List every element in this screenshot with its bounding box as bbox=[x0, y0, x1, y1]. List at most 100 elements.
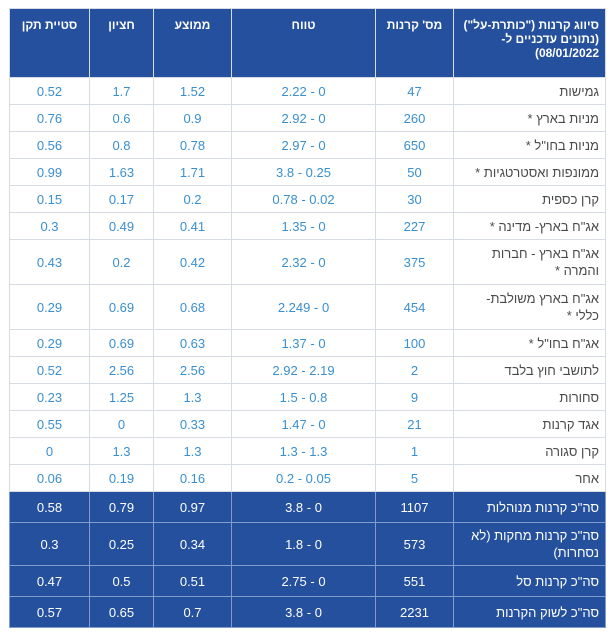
cell-fund-count: 100 bbox=[375, 329, 454, 357]
cell-fund-count: 2 bbox=[375, 356, 454, 384]
cell-fund-count: 551 bbox=[375, 565, 454, 597]
cell-average: 0.33 bbox=[153, 410, 232, 438]
total-row: סה"כ קרנות מחקות (לא נסחרות) 573 0 - 1.8 0.… bbox=[9, 522, 606, 566]
table-row: מניות בחו"ל * 650 0 - 2.97 0.78 0.8 0.56 bbox=[9, 131, 606, 159]
table-body: גמישות 47 0 - 2.22 1.52 1.7 0.52 מניות בארץ * 2… bbox=[9, 77, 606, 628]
cell-fund-count: 50 bbox=[375, 158, 454, 186]
cell-fund-count: 1107 bbox=[375, 491, 454, 523]
cell-average: 0.9 bbox=[153, 104, 232, 132]
cell-std-dev: 0.3 bbox=[9, 522, 90, 566]
cell-range: 1.3 - 1.3 bbox=[231, 437, 376, 465]
cell-average: 0.42 bbox=[153, 239, 232, 285]
cell-median: 0 bbox=[89, 410, 154, 438]
cell-average: 1.52 bbox=[153, 77, 232, 105]
cell-average: 0.7 bbox=[153, 596, 232, 628]
cell-fund-classification: קרן כספית bbox=[453, 185, 606, 213]
cell-average: 0.78 bbox=[153, 131, 232, 159]
cell-average: 0.16 bbox=[153, 464, 232, 492]
cell-fund-classification: מניות בחו"ל * bbox=[453, 131, 606, 159]
cell-range: 0.02 - 0.78 bbox=[231, 185, 376, 213]
table-row: גמישות 47 0 - 2.22 1.52 1.7 0.52 bbox=[9, 77, 606, 105]
header-median: חציון bbox=[89, 8, 154, 78]
cell-median: 0.17 bbox=[89, 185, 154, 213]
table-row: קרן כספית 30 0.02 - 0.78 0.2 0.17 0.15 bbox=[9, 185, 606, 213]
cell-fund-classification: אחר bbox=[453, 464, 606, 492]
cell-fund-count: 21 bbox=[375, 410, 454, 438]
cell-range: 0 - 1.8 bbox=[231, 522, 376, 566]
cell-fund-count: 9 bbox=[375, 383, 454, 411]
cell-median: 0.69 bbox=[89, 329, 154, 357]
cell-average: 0.51 bbox=[153, 565, 232, 597]
cell-median: 0.69 bbox=[89, 284, 154, 330]
cell-median: 0.2 bbox=[89, 239, 154, 285]
cell-range: 0 - 1.35 bbox=[231, 212, 376, 240]
cell-fund-classification: קרן סגורה bbox=[453, 437, 606, 465]
cell-range: 0.25 - 3.8 bbox=[231, 158, 376, 186]
cell-std-dev: 0.3 bbox=[9, 212, 90, 240]
cell-std-dev: 0.58 bbox=[9, 491, 90, 523]
cell-std-dev: 0 bbox=[9, 437, 90, 465]
cell-median: 1.63 bbox=[89, 158, 154, 186]
header-fund-count: מס' קרנות bbox=[375, 8, 454, 78]
cell-average: 0.63 bbox=[153, 329, 232, 357]
cell-median: 1.7 bbox=[89, 77, 154, 105]
cell-average: 0.97 bbox=[153, 491, 232, 523]
cell-range: 0 - 1.47 bbox=[231, 410, 376, 438]
table-header-row: סיווג קרנות ("כותרת-על") (נתונים עדכניים… bbox=[9, 8, 606, 78]
cell-average: 0.41 bbox=[153, 212, 232, 240]
cell-average: 1.3 bbox=[153, 383, 232, 411]
cell-fund-classification: סה"כ קרנות מנוהלות bbox=[453, 491, 606, 523]
cell-range: 0.8 - 1.5 bbox=[231, 383, 376, 411]
cell-median: 2.56 bbox=[89, 356, 154, 384]
cell-median: 1.3 bbox=[89, 437, 154, 465]
cell-fund-count: 5 bbox=[375, 464, 454, 492]
cell-fund-count: 573 bbox=[375, 522, 454, 566]
cell-fund-count: 2231 bbox=[375, 596, 454, 628]
table-row: לתושבי חוץ בלבד 2 2.19 - 2.92 2.56 2.56 0.52 bbox=[9, 356, 606, 384]
cell-average: 1.71 bbox=[153, 158, 232, 186]
cell-std-dev: 0.23 bbox=[9, 383, 90, 411]
cell-average: 0.34 bbox=[153, 522, 232, 566]
cell-median: 0.49 bbox=[89, 212, 154, 240]
cell-std-dev: 0.57 bbox=[9, 596, 90, 628]
cell-median: 0.79 bbox=[89, 491, 154, 523]
cell-fund-count: 47 bbox=[375, 77, 454, 105]
cell-std-dev: 0.06 bbox=[9, 464, 90, 492]
table-row: מניות בארץ * 260 0 - 2.92 0.9 0.6 0.76 bbox=[9, 104, 606, 132]
cell-range: 0 - 2.32 bbox=[231, 239, 376, 285]
table-row: אחר 5 0.05 - 0.2 0.16 0.19 0.06 bbox=[9, 464, 606, 492]
cell-std-dev: 0.56 bbox=[9, 131, 90, 159]
table-row: אג"ח בחו"ל * 100 0 - 1.37 0.63 0.69 0.29 bbox=[9, 329, 606, 357]
cell-median: 0.25 bbox=[89, 522, 154, 566]
header-average: ממוצע bbox=[153, 8, 232, 78]
cell-fund-classification: לתושבי חוץ בלבד bbox=[453, 356, 606, 384]
cell-fund-classification: מניות בארץ * bbox=[453, 104, 606, 132]
table-row: קרן סגורה 1 1.3 - 1.3 1.3 1.3 0 bbox=[9, 437, 606, 465]
table-row: אג"ח בארץ- מדינה * 227 0 - 1.35 0.41 0.49 0.3 bbox=[9, 212, 606, 240]
cell-std-dev: 0.76 bbox=[9, 104, 90, 132]
cell-fund-count: 650 bbox=[375, 131, 454, 159]
cell-median: 0.65 bbox=[89, 596, 154, 628]
table-row: אגד קרנות 21 0 - 1.47 0.33 0 0.55 bbox=[9, 410, 606, 438]
funds-table-container: סיווג קרנות ("כותרת-על") (נתונים עדכניים… bbox=[9, 8, 606, 628]
cell-std-dev: 0.99 bbox=[9, 158, 90, 186]
total-row: סה"כ לשוק הקרנות 2231 0 - 3.8 0.7 0.65 0.57 bbox=[9, 596, 606, 628]
cell-fund-classification: סה"כ קרנות סל bbox=[453, 565, 606, 597]
header-range: טווח bbox=[231, 8, 376, 78]
cell-range: 0 - 2.249 bbox=[231, 284, 376, 330]
cell-fund-classification: סה"כ קרנות מחקות (לא נסחרות) bbox=[453, 522, 606, 566]
cell-range: 0 - 3.8 bbox=[231, 596, 376, 628]
cell-fund-classification: אג"ח בארץ- מדינה * bbox=[453, 212, 606, 240]
cell-std-dev: 0.52 bbox=[9, 77, 90, 105]
cell-fund-classification: אג"ח בארץ - חברות והמרה * bbox=[453, 239, 606, 285]
cell-std-dev: 0.29 bbox=[9, 329, 90, 357]
table-row: אג"ח בארץ משולבת- כללי * 454 0 - 2.249 0.68… bbox=[9, 284, 606, 330]
cell-average: 1.3 bbox=[153, 437, 232, 465]
cell-fund-count: 227 bbox=[375, 212, 454, 240]
cell-median: 0.19 bbox=[89, 464, 154, 492]
cell-range: 2.19 - 2.92 bbox=[231, 356, 376, 384]
header-std-dev: סטיית תקן bbox=[9, 8, 90, 78]
cell-fund-classification: גמישות bbox=[453, 77, 606, 105]
cell-range: 0 - 3.8 bbox=[231, 491, 376, 523]
cell-fund-count: 1 bbox=[375, 437, 454, 465]
